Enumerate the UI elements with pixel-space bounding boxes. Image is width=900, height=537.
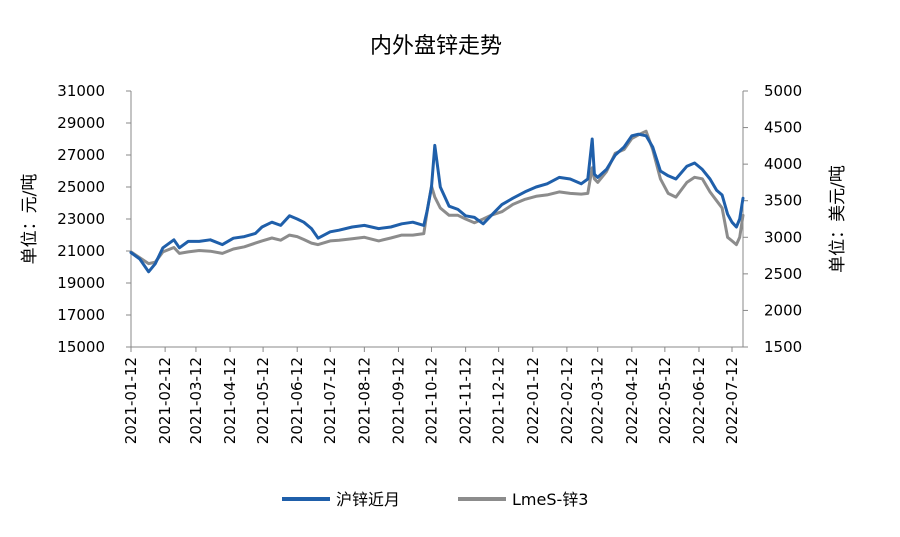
legend: 沪锌近月 LmeS-锌3	[282, 490, 588, 509]
right-axis-label: 单位：美元/吨	[828, 165, 848, 273]
left-tick-label: 29000	[57, 114, 105, 132]
right-tick-label: 4000	[764, 155, 802, 173]
x-tick-label: 2021-03-12	[187, 357, 205, 444]
right-tick-label: 3000	[764, 228, 802, 246]
x-tick-label: 2021-05-12	[254, 357, 272, 444]
x-tick-label: 2021-06-12	[288, 357, 306, 444]
x-tick-label: 2022-07-12	[723, 357, 741, 444]
plot-frame	[131, 91, 743, 347]
chart-title: 内外盘锌走势	[370, 34, 502, 59]
x-tick-label: 2021-08-12	[355, 357, 373, 444]
left-axis-label: 单位：元/吨	[20, 174, 40, 265]
x-tick-label: 2022-01-12	[524, 357, 542, 444]
x-tick-label: 2021-10-12	[422, 357, 440, 444]
left-tick-label: 23000	[57, 210, 105, 228]
x-tick-label: 2022-05-12	[656, 357, 674, 444]
right-axis-ticks: 5000 4500 4000 3500 3000 2500 2000 1500	[743, 82, 802, 356]
left-tick-label: 21000	[57, 242, 105, 260]
x-tick-label: 2021-09-12	[389, 357, 407, 444]
x-tick-label: 2021-07-12	[321, 357, 339, 444]
right-tick-label: 2000	[764, 301, 802, 319]
right-tick-label: 2500	[764, 265, 802, 283]
x-tick-label: 2022-06-12	[690, 357, 708, 444]
right-tick-label: 1500	[764, 338, 802, 356]
x-axis-ticks: 2021-01-12 2021-02-12 2021-03-12 2021-04-12…	[122, 347, 741, 444]
left-tick-label: 25000	[57, 178, 105, 196]
x-tick-label: 2021-02-12	[156, 357, 174, 444]
left-tick-label: 19000	[57, 274, 105, 292]
x-tick-label: 2022-02-12	[558, 357, 576, 444]
left-tick-label: 27000	[57, 146, 105, 164]
right-tick-label: 3500	[764, 192, 802, 210]
series-lines	[131, 131, 743, 272]
left-axis-ticks: 31000 29000 27000 25000 23000 21000 19000 17000…	[57, 82, 131, 356]
legend-label-shfe-zinc: 沪锌近月	[336, 490, 400, 509]
x-tick-label: 2022-04-12	[623, 357, 641, 444]
x-tick-label: 2021-11-12	[457, 357, 475, 444]
left-tick-label: 15000	[57, 338, 105, 356]
x-tick-label: 2021-12-12	[490, 357, 508, 444]
right-tick-label: 5000	[764, 82, 802, 100]
x-tick-label: 2022-03-12	[589, 357, 607, 444]
x-tick-label: 2021-01-12	[122, 357, 140, 444]
right-tick-label: 4500	[764, 119, 802, 137]
legend-label-lme-zinc: LmeS-锌3	[512, 490, 588, 509]
x-tick-label: 2021-04-12	[221, 357, 239, 444]
left-tick-label: 17000	[57, 306, 105, 324]
left-tick-label: 31000	[57, 82, 105, 100]
